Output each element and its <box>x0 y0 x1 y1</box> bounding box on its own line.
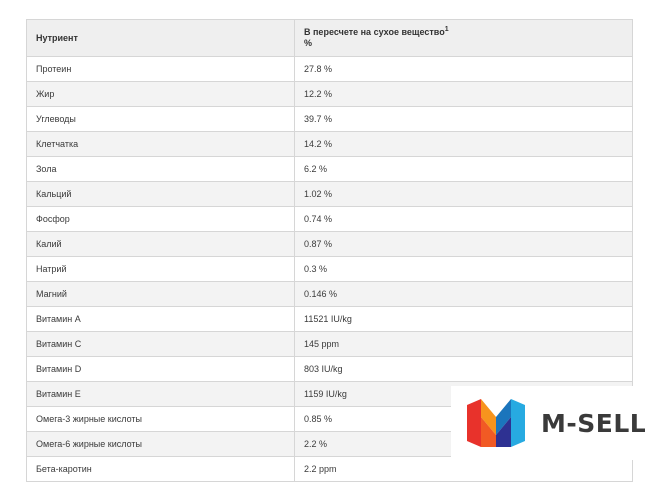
nutrient-name: Витамин D <box>26 356 295 382</box>
nutrient-name: Магний <box>26 281 295 307</box>
table-row: Калий 0.87 % <box>26 231 633 257</box>
nutrient-value: 2.2 ppm <box>294 456 633 482</box>
header-dry-matter-title: В пересчете на сухое вещество1 <box>304 26 632 38</box>
header-nutrient: Нутриент <box>26 19 295 57</box>
nutrient-name: Омега-3 жирные кислоты <box>26 406 295 432</box>
table-row: Бета-каротин 2.2 ppm <box>26 456 633 482</box>
table-row: Витамин D 803 IU/kg <box>26 356 633 382</box>
nutrient-value: 12.2 % <box>294 81 633 107</box>
nutrient-name: Углеводы <box>26 106 295 132</box>
nutrient-name: Зола <box>26 156 295 182</box>
header-dry-matter-label: В пересчете на сухое вещество <box>304 27 445 37</box>
table-row: Протеин 27.8 % <box>26 56 633 82</box>
m-sell-watermark: M-SELL <box>451 386 656 460</box>
nutrient-name: Натрий <box>26 256 295 282</box>
nutrient-name: Клетчатка <box>26 131 295 157</box>
table-row: Зола 6.2 % <box>26 156 633 182</box>
nutrient-name: Жир <box>26 81 295 107</box>
table-row: Кальций 1.02 % <box>26 181 633 207</box>
nutrient-table: Нутриент В пересчете на сухое вещество1 … <box>26 19 633 482</box>
table-header: Нутриент В пересчете на сухое вещество1 … <box>26 19 633 57</box>
nutrient-name: Кальций <box>26 181 295 207</box>
header-dry-matter-unit: % <box>304 38 313 48</box>
nutrient-name: Протеин <box>26 56 295 82</box>
nutrient-value: 803 IU/kg <box>294 356 633 382</box>
table-row: Жир 12.2 % <box>26 81 633 107</box>
header-dry-matter: В пересчете на сухое вещество1 % <box>294 19 633 57</box>
nutrient-value: 0.146 % <box>294 281 633 307</box>
nutrient-value: 39.7 % <box>294 106 633 132</box>
m-sell-logo-icon <box>467 399 525 447</box>
nutrient-value: 0.87 % <box>294 231 633 257</box>
nutrient-value: 14.2 % <box>294 131 633 157</box>
table-row: Клетчатка 14.2 % <box>26 131 633 157</box>
nutrient-name: Витамин С <box>26 331 295 357</box>
nutrient-name: Омега-6 жирные кислоты <box>26 431 295 457</box>
nutrient-name: Бета-каротин <box>26 456 295 482</box>
m-sell-wordmark: M-SELL <box>541 408 647 438</box>
table-row: Натрий 0.3 % <box>26 256 633 282</box>
nutrient-value: 145 ppm <box>294 331 633 357</box>
table-row: Витамин А 11521 IU/kg <box>26 306 633 332</box>
nutrient-name: Фосфор <box>26 206 295 232</box>
nutrient-value: 27.8 % <box>294 56 633 82</box>
header-row: Нутриент В пересчете на сухое вещество1 … <box>26 19 633 57</box>
table-row: Магний 0.146 % <box>26 281 633 307</box>
table-row: Фосфор 0.74 % <box>26 206 633 232</box>
table-row: Углеводы 39.7 % <box>26 106 633 132</box>
nutrient-name: Калий <box>26 231 295 257</box>
nutrient-value: 0.3 % <box>294 256 633 282</box>
nutrient-value: 0.74 % <box>294 206 633 232</box>
footnote-marker: 1 <box>444 26 449 33</box>
nutrient-value: 11521 IU/kg <box>294 306 633 332</box>
table-row: Витамин С 145 ppm <box>26 331 633 357</box>
nutrient-value: 1.02 % <box>294 181 633 207</box>
header-nutrient-label: Нутриент <box>36 33 78 43</box>
nutrient-value: 6.2 % <box>294 156 633 182</box>
nutrient-name: Витамин Е <box>26 381 295 407</box>
nutrient-name: Витамин А <box>26 306 295 332</box>
